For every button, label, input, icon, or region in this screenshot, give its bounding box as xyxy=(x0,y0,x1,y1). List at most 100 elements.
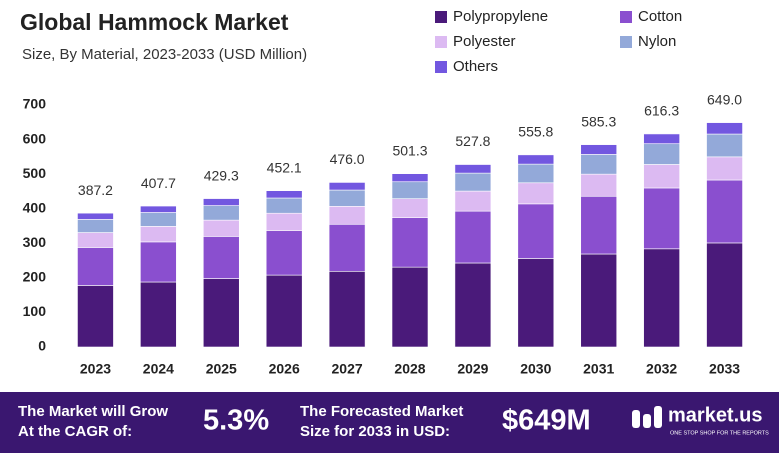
bar-segment xyxy=(517,154,555,165)
bar-segment xyxy=(202,219,240,237)
x-tick-label: 2028 xyxy=(394,361,425,377)
bar-segment xyxy=(140,226,177,243)
bar-segment xyxy=(77,219,114,233)
bar-segment xyxy=(706,179,743,244)
legend-swatch xyxy=(435,11,447,23)
bar-segment xyxy=(265,190,303,199)
y-tick-label: 400 xyxy=(23,199,47,215)
cagr-label: At the CAGR of: xyxy=(18,423,132,440)
y-tick-label: 300 xyxy=(23,234,47,250)
brand-logo xyxy=(632,406,662,428)
x-tick-label: 2031 xyxy=(583,361,614,377)
chart-subtitle: Size, By Material, 2023-2033 (USD Millio… xyxy=(22,46,307,63)
x-tick-label: 2024 xyxy=(143,361,174,377)
bar-segment xyxy=(328,182,366,191)
bar-segment xyxy=(328,189,366,207)
legend-label: Nylon xyxy=(638,33,676,50)
y-tick-label: 200 xyxy=(23,269,47,285)
legend-label: Cotton xyxy=(638,8,682,25)
bar-segment xyxy=(328,205,366,225)
x-tick-label: 2032 xyxy=(646,361,677,377)
bar-segment xyxy=(328,223,366,272)
forecast-value: $649M xyxy=(502,405,591,437)
bar-segment xyxy=(391,181,429,199)
y-tick-label: 700 xyxy=(23,96,47,112)
bar-segment xyxy=(265,274,303,348)
bar-segment xyxy=(202,205,240,221)
x-tick-label: 2027 xyxy=(332,361,363,377)
legend-swatch xyxy=(620,36,632,48)
chart-title: Global Hammock Market xyxy=(20,9,289,35)
bar-segment xyxy=(140,205,177,213)
legend-label: Polypropylene xyxy=(453,8,548,25)
total-label: 501.3 xyxy=(392,142,427,158)
total-label: 407.7 xyxy=(141,175,176,191)
bar-segment xyxy=(580,173,618,197)
bar-segment xyxy=(140,212,177,227)
bar-segment xyxy=(454,164,492,174)
bar-segment xyxy=(643,187,680,250)
bar-segment xyxy=(517,203,555,259)
forecast-label: The Forecasted Market xyxy=(300,403,463,420)
total-label: 585.3 xyxy=(581,113,616,129)
plot: 0 100 200 300 400 500 600 700 Polypropylene Cotto… xyxy=(23,8,743,377)
bar-segment xyxy=(643,164,680,189)
bar-segment xyxy=(706,133,743,158)
x-tick-label: 2025 xyxy=(206,361,237,377)
cagr-label: The Market will Grow xyxy=(18,403,168,420)
bar-segment xyxy=(706,156,743,181)
bar-segment xyxy=(580,144,618,155)
bar-segment xyxy=(454,262,492,348)
bar-segment xyxy=(202,236,240,279)
bar-segment xyxy=(454,190,492,212)
bar-segment xyxy=(517,182,555,205)
bar-segment xyxy=(706,122,743,135)
bar-segment xyxy=(202,198,240,206)
bar-segment xyxy=(580,154,618,175)
bar-segment xyxy=(454,172,492,192)
bar-segment xyxy=(77,212,114,220)
bar-segment xyxy=(517,258,555,348)
bar-segment xyxy=(265,197,303,214)
legend-swatch xyxy=(435,36,447,48)
y-tick-label: 500 xyxy=(23,165,47,181)
forecast-label: Size for 2033 in USD: xyxy=(300,423,450,440)
total-label: 649.0 xyxy=(707,91,742,107)
bar-segment xyxy=(706,242,743,348)
y-tick-label: 100 xyxy=(23,303,47,319)
bar-segment xyxy=(265,230,303,276)
x-tick-label: 2030 xyxy=(520,361,551,377)
x-tick-label: 2026 xyxy=(269,361,300,377)
bar-segment xyxy=(643,143,680,165)
bar-segment xyxy=(454,210,492,264)
bar-segment xyxy=(391,173,429,183)
bar-segment xyxy=(77,247,114,286)
x-tick-label: 2023 xyxy=(80,361,111,377)
total-label: 387.2 xyxy=(78,182,113,198)
x-tick-label: 2033 xyxy=(709,361,740,377)
bar-segment xyxy=(391,266,429,348)
bar-segment xyxy=(140,241,177,283)
bar-segment xyxy=(77,285,114,348)
legend-swatch xyxy=(435,61,447,73)
total-label: 527.8 xyxy=(455,133,490,149)
bar-segment xyxy=(580,195,618,255)
x-tick-label: 2029 xyxy=(457,361,488,377)
bar-segment xyxy=(643,248,680,348)
bar-segment xyxy=(391,217,429,268)
total-label: 429.3 xyxy=(204,167,239,183)
total-label: 476.0 xyxy=(330,151,365,167)
legend-label: Others xyxy=(453,58,498,75)
brand-tagline: ONE STOP SHOP FOR THE REPORTS xyxy=(670,430,769,436)
total-label: 616.3 xyxy=(644,103,679,119)
total-label: 555.8 xyxy=(518,124,553,140)
bar-segment xyxy=(328,270,366,348)
bar-segment xyxy=(580,253,618,348)
brand: market.us xyxy=(668,404,763,426)
bar-segment xyxy=(391,198,429,219)
bar-segment xyxy=(643,133,680,145)
legend-label: Polyester xyxy=(453,33,516,50)
bar-segment xyxy=(202,278,240,348)
bar-segment xyxy=(77,232,114,248)
